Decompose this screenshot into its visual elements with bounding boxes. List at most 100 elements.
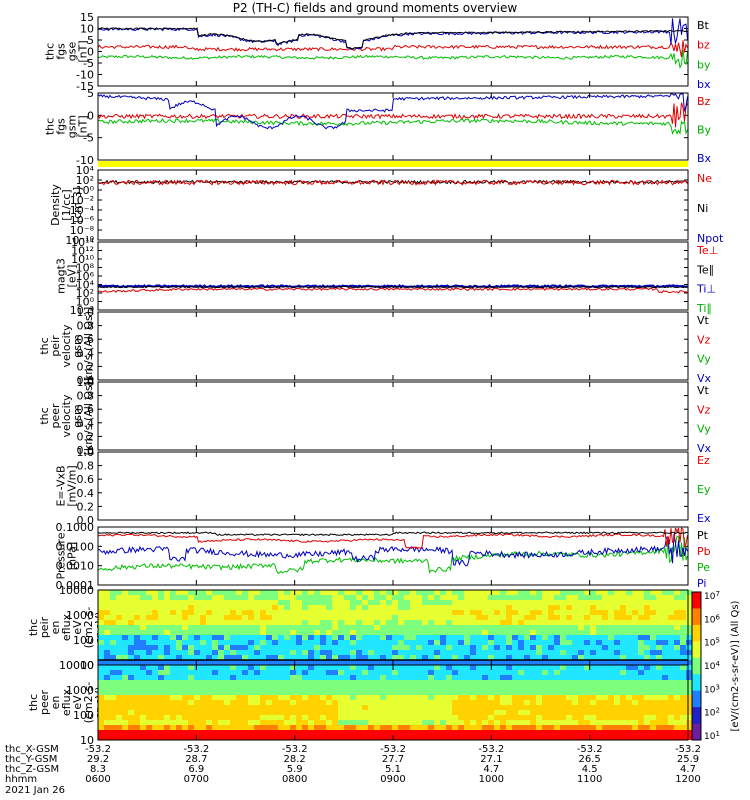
y-tick-label: 10⁸	[76, 262, 95, 275]
colorbar: 107 106 105 104 103 102 101 [eV/(cm2-s-sr-eV)] …	[691, 590, 741, 742]
legend-entry: Te∥	[696, 263, 714, 276]
y-tick-label: 5	[87, 34, 94, 47]
y-tick-label: 10⁻⁴	[70, 204, 95, 217]
y-axis-label: [cm-3]	[71, 187, 84, 223]
legend-entry: Pt	[697, 529, 709, 542]
axis-row-value: 4.7	[483, 764, 499, 775]
colorbar-frame	[691, 591, 702, 741]
y-tick-label: 10000	[59, 659, 94, 672]
y-tick-label: 10⁴	[76, 164, 95, 177]
y-tick-label: 0.0	[77, 374, 95, 387]
y-axis-label: thc	[38, 407, 51, 424]
y-tick-label: 0.6	[77, 333, 95, 346]
y-tick-label: 10⁶	[76, 270, 95, 283]
axis-row-value: -53.2	[282, 744, 308, 755]
legend-entry: Vx	[697, 442, 712, 455]
legend-entry: Ni	[697, 202, 708, 215]
axis-row-value: -53.2	[380, 744, 406, 755]
y-tick-label: 10²	[76, 174, 94, 187]
y-axis-label: [nT]	[77, 40, 90, 62]
y-tick-label: 0.0	[77, 444, 95, 457]
legend-entry: Npot	[697, 232, 724, 245]
y-axis-label: [nPa]	[66, 542, 79, 570]
y-axis-label: [nT]	[77, 115, 90, 137]
y-axis-label: fgs	[55, 43, 68, 60]
axis-row-value: 6.9	[188, 764, 204, 775]
y-tick-label: 0.2	[77, 360, 95, 373]
colorbar-label: [eV/(cm2-s-sr-eV)] (All Qs)	[730, 600, 741, 731]
panel-frame	[97, 241, 689, 311]
legend-entry: Vx	[697, 372, 712, 385]
y-axis-label: Density	[49, 184, 62, 226]
y-tick-label: 100	[73, 709, 94, 722]
legend-entry: Pb	[697, 545, 711, 558]
y-tick-label: 0.8	[77, 390, 95, 403]
panel-frame	[97, 381, 689, 451]
series-Bx	[97, 93, 688, 130]
y-tick-label: 10⁴	[76, 279, 95, 292]
axis-row-label: hhmm	[5, 774, 37, 785]
axis-row-value: 28.7	[185, 754, 207, 765]
y-axis-label: [km/s (All Qs)]	[82, 307, 95, 386]
axis-row-value: 1000	[479, 774, 504, 785]
axis-row-value: 26.5	[579, 754, 601, 765]
colorbar-tick: 101	[704, 730, 720, 742]
y-axis-label: peer	[49, 403, 62, 429]
y-tick-label: 0.8	[77, 460, 95, 473]
colorbar-tick: 102	[704, 707, 720, 719]
axis-row-label: thc_Y-GSM	[5, 754, 57, 765]
y-tick-label: 1.0	[77, 446, 95, 459]
axis-row-value: 1100	[577, 774, 602, 785]
legend-entry: Vt	[697, 384, 710, 397]
y-tick-label: 5	[87, 87, 94, 100]
axis-row-value: 0600	[85, 774, 110, 785]
date-label: 2021 Jan 26	[5, 785, 65, 796]
axis-row-value: -53.2	[478, 744, 504, 755]
series-Pt	[97, 531, 688, 537]
axis-row-value: 27.1	[480, 754, 502, 765]
y-tick-label: 0.2	[77, 430, 95, 443]
y-tick-label: 15	[80, 11, 94, 24]
y-tick-label: 100	[73, 634, 94, 647]
series-Pi	[97, 533, 688, 567]
y-axis-label: [mV/m]	[66, 465, 79, 506]
y-tick-label: 0	[87, 109, 94, 122]
y-tick-label: 10⁰	[76, 296, 95, 309]
y-tick-label: 10000	[59, 584, 94, 597]
y-axis-label: eflux	[60, 613, 73, 641]
y-tick-label: 10²	[76, 287, 94, 300]
y-tick-label: 0.4	[77, 347, 95, 360]
axis-row-label: thc_Z-GSM	[5, 764, 59, 775]
legend-entry: Vz	[697, 403, 711, 416]
colorbar-tick: 104	[704, 660, 720, 672]
y-tick-label: 10¹⁰	[71, 253, 94, 266]
series-Pe	[97, 535, 688, 574]
legend-entry: Ey	[697, 483, 711, 496]
y-tick-label: -5	[83, 132, 94, 145]
y-tick-label: 0.2	[77, 500, 95, 513]
y-axis-label: gse	[66, 42, 79, 62]
y-axis-label: E=-VxB	[55, 465, 68, 506]
series-Pb	[97, 526, 688, 549]
axis-row-label: thc_X-GSM	[5, 744, 59, 755]
y-tick-label: 0.8	[77, 320, 95, 333]
ion-spectrogram	[98, 590, 692, 665]
legend-entry: bz	[697, 39, 710, 52]
legend-entry: Bz	[697, 95, 711, 108]
axis-row-value: 28.2	[284, 754, 306, 765]
legend-entry: Te⊥	[696, 244, 718, 257]
y-tick-label: 10⁻¹⁰	[65, 234, 94, 247]
y-tick-label: 10⁰	[76, 184, 95, 197]
axis-row-value: 0900	[380, 774, 405, 785]
y-axis-label: (cm2-s-	[82, 682, 95, 724]
electron-spectrogram	[98, 665, 692, 740]
axis-row-value: 29.2	[87, 754, 109, 765]
axis-row-value: 1200	[675, 774, 700, 785]
colorbar-segment	[692, 624, 701, 642]
y-tick-label: 0.1000	[56, 521, 95, 534]
y-tick-label: 1.0	[77, 376, 95, 389]
